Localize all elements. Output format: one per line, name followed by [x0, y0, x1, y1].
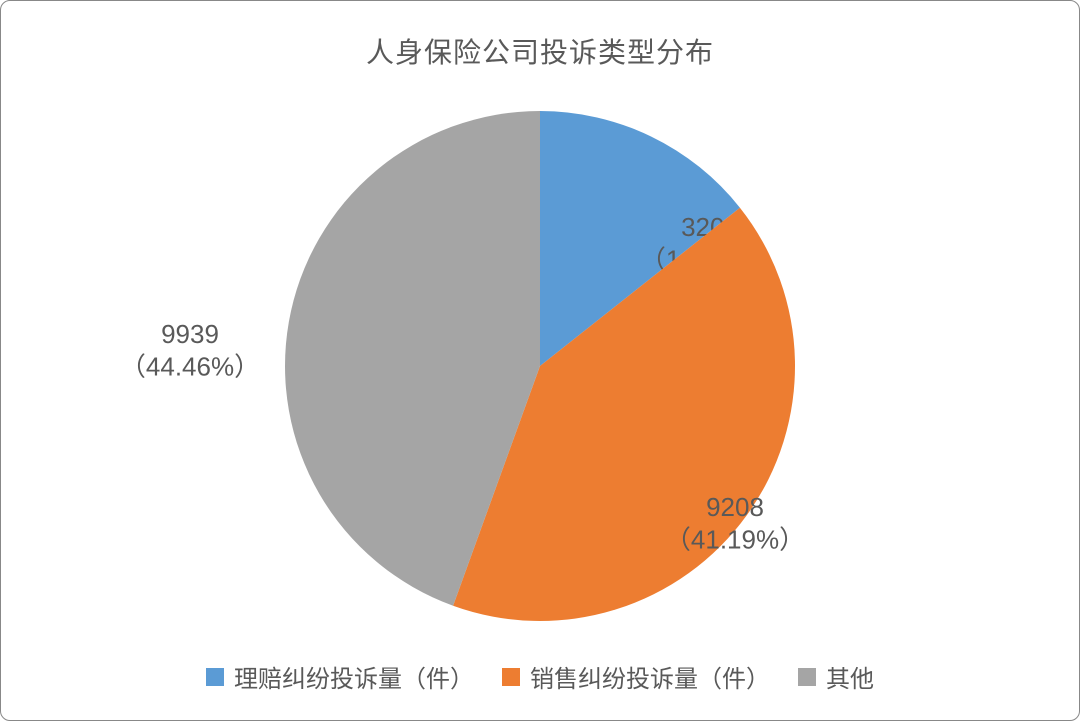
legend-label: 其他: [826, 659, 874, 694]
slice-label: 9939（44.46%）: [120, 319, 260, 382]
legend-item: 理赔纠纷投诉量（件）: [206, 659, 474, 694]
legend-label: 销售纠纷投诉量（件）: [530, 659, 770, 694]
pie-wrap: 3206（14.34%）9208（41.19%）9939（44.46%）: [1, 101, 1079, 630]
legend-swatch: [798, 668, 816, 686]
legend-item: 销售纠纷投诉量（件）: [502, 659, 770, 694]
pie-chart: 3206（14.34%）9208（41.19%）9939（44.46%）: [165, 39, 915, 693]
legend-label: 理赔纠纷投诉量（件）: [234, 659, 474, 694]
legend-swatch: [206, 668, 224, 686]
legend-item: 其他: [798, 659, 874, 694]
legend: 理赔纠纷投诉量（件） 销售纠纷投诉量（件） 其他: [1, 659, 1079, 694]
chart-container: 人身保险公司投诉类型分布 3206（14.34%）9208（41.19%）993…: [0, 0, 1080, 721]
legend-swatch: [502, 668, 520, 686]
